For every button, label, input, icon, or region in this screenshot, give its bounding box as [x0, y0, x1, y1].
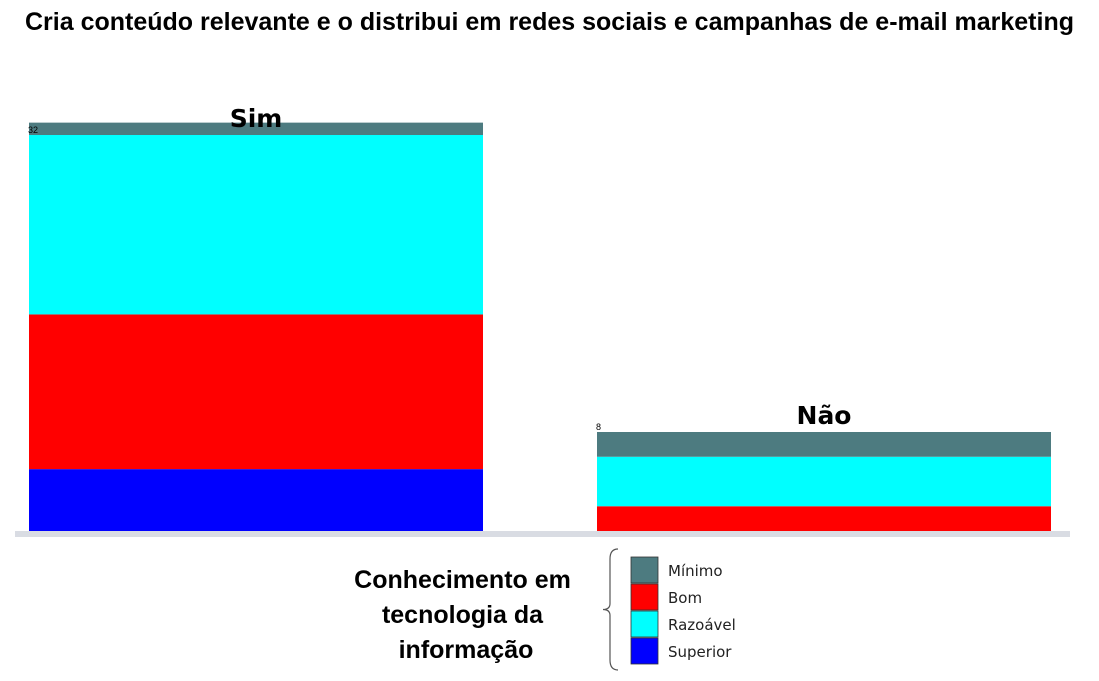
category-label-sim: Sim: [230, 104, 283, 133]
bar-nao-razoavel: [597, 456, 1051, 507]
bar-sim-bom: [29, 314, 483, 470]
legend-label-superior: Superior: [668, 643, 732, 661]
bar-sim-razoavel: [29, 135, 483, 315]
legend-label-bom: Bom: [668, 589, 702, 607]
total-label-sim: 32: [28, 125, 38, 135]
legend-swatch-superior: [630, 637, 659, 665]
bar-sim-superior: [29, 469, 483, 532]
bars-group: 32 Sim 8 Não: [28, 104, 1051, 532]
legend-brace: [602, 548, 619, 671]
chart-title: Cria conteúdo relevante e o distribui em…: [25, 8, 1074, 36]
chart-baseline: [15, 531, 1070, 537]
legend-title: Conhecimento em tecnologia da informação: [354, 566, 578, 664]
category-label-nao: Não: [797, 401, 852, 430]
bar-sim-minimo: [29, 122, 483, 136]
legend-swatch-minimo: [630, 556, 659, 584]
legend: Conhecimento em tecnologia da informação…: [354, 548, 736, 671]
legend-swatch-bom: [630, 583, 659, 611]
legend-label-razoavel: Razoável: [668, 616, 736, 634]
bar-nao-bom: [597, 506, 1051, 531]
legend-label-minimo: Mínimo: [668, 562, 723, 580]
bar-nao-minimo: [597, 432, 1051, 457]
legend-swatch-razoavel: [630, 610, 659, 638]
total-label-nao: 8: [596, 422, 601, 432]
